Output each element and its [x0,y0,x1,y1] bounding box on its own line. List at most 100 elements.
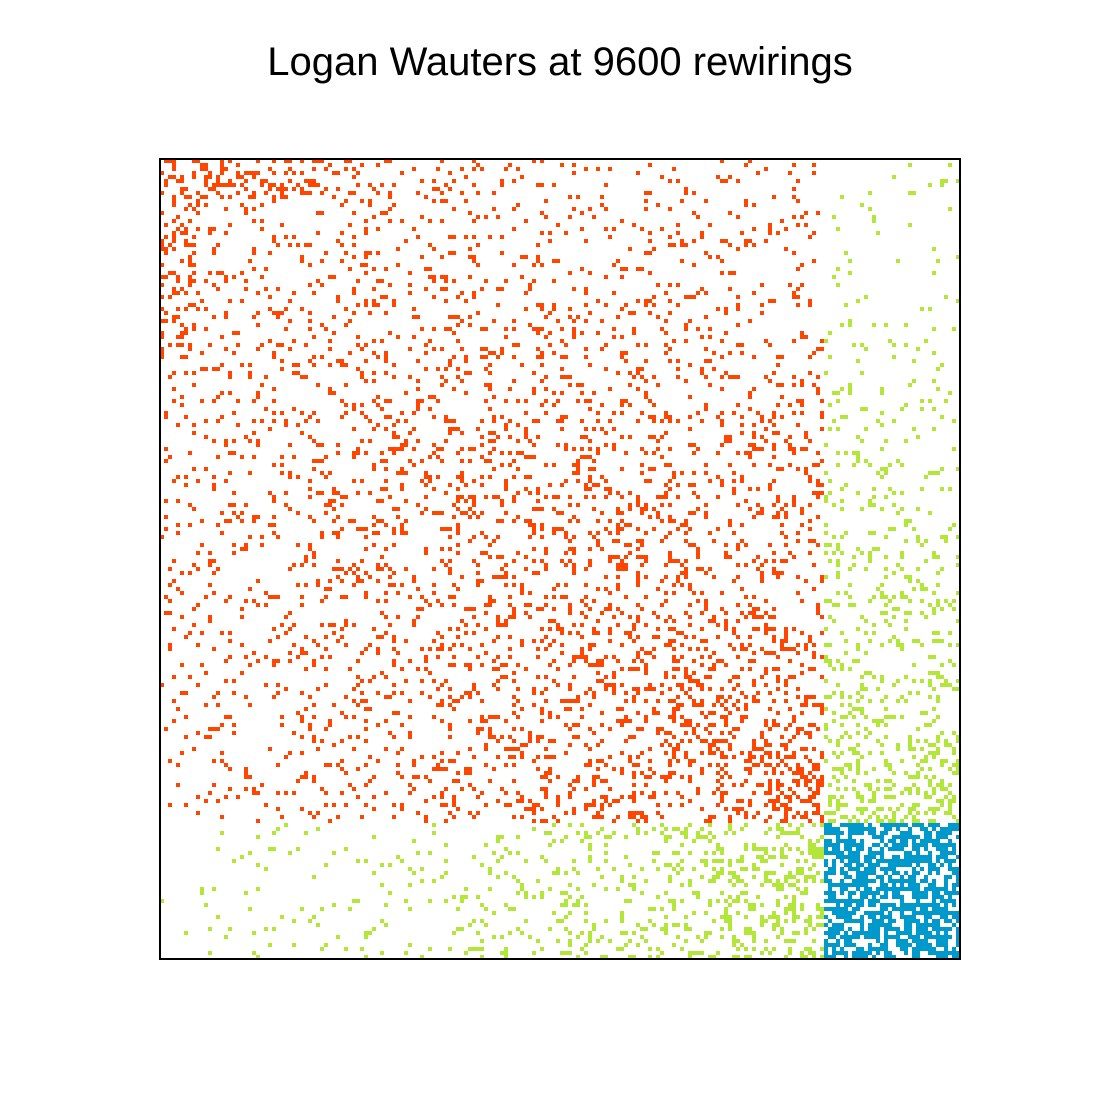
matrix-cell [944,535,948,539]
matrix-cell [732,487,736,491]
matrix-cell [480,455,484,459]
matrix-cell [592,391,596,395]
matrix-cell [352,235,356,239]
matrix-cell [892,879,896,883]
matrix-cell [540,231,544,235]
matrix-cell [764,723,768,727]
matrix-cell [640,647,644,651]
matrix-cell [800,335,804,339]
matrix-cell [240,183,244,187]
matrix-cell [572,571,576,575]
matrix-cell [920,543,924,547]
matrix-cell [836,807,840,811]
matrix-cell [696,647,700,651]
matrix-cell [496,623,500,627]
matrix-cell [884,603,888,607]
matrix-cell [496,555,500,559]
matrix-cell [252,519,256,523]
matrix-cell [776,667,780,671]
matrix-cell [404,531,408,535]
matrix-cell [704,291,708,295]
matrix-cell [616,491,620,495]
matrix-cell [720,375,724,379]
matrix-cell [700,771,704,775]
matrix-cell [224,715,228,719]
matrix-cell [644,879,648,883]
matrix-cell [664,643,668,647]
matrix-cell [672,659,676,663]
matrix-cell [672,827,676,831]
matrix-cell [472,755,476,759]
matrix-cell [840,831,844,835]
matrix-cell [372,835,376,839]
matrix-cell [752,763,756,767]
matrix-cell [488,371,492,375]
matrix-cell [592,215,596,219]
matrix-cell [580,715,584,719]
matrix-cell [736,343,740,347]
matrix-cell [268,339,272,343]
matrix-cell [256,819,260,823]
matrix-cell [800,799,804,803]
matrix-cell [408,347,412,351]
matrix-cell [652,435,656,439]
matrix-cell [820,835,824,839]
matrix-cell [232,503,236,507]
matrix-cell [444,419,448,423]
matrix-cell [600,779,604,783]
matrix-cell [616,315,620,319]
matrix-cell [172,675,176,679]
matrix-cell [760,575,764,579]
matrix-cell [488,431,492,435]
matrix-cell [652,795,656,799]
matrix-cell [640,727,644,731]
matrix-cell [452,427,456,431]
matrix-cell [204,203,208,207]
matrix-cell [800,711,804,715]
matrix-cell [716,763,720,767]
matrix-cell [516,491,520,495]
matrix-cell [928,695,932,699]
matrix-cell [804,431,808,435]
matrix-cell [172,699,176,703]
matrix-cell [872,487,876,491]
matrix-cell [876,719,880,723]
matrix-cell [584,239,588,243]
matrix-cell [344,307,348,311]
matrix-cell [428,243,432,247]
matrix-cell [544,551,548,555]
matrix-cell [796,267,800,271]
matrix-cell [300,159,304,163]
matrix-cell [592,643,596,647]
matrix-cell [424,775,428,779]
matrix-cell [712,619,716,623]
matrix-cell [716,695,720,699]
matrix-cell [412,427,416,431]
matrix-cell [768,299,772,303]
matrix-cell [428,851,432,855]
matrix-cell [348,351,352,355]
matrix-cell [664,839,668,843]
matrix-cell [176,763,180,767]
matrix-cell [440,219,444,223]
matrix-cell [460,643,464,647]
matrix-cell [404,639,408,643]
matrix-cell [704,727,708,731]
matrix-cell [576,631,580,635]
matrix-cell [344,803,348,807]
matrix-cell [808,303,812,307]
matrix-cell [584,291,588,295]
matrix-cell [856,883,860,887]
matrix-cell [860,827,864,831]
matrix-cell [340,495,344,499]
matrix-cell [604,795,608,799]
matrix-cell [444,367,448,371]
matrix-cell [748,799,752,803]
matrix-cell [764,875,768,879]
matrix-cell [936,835,940,839]
matrix-cell [848,711,852,715]
matrix-cell [748,603,752,607]
matrix-cell [224,443,228,447]
matrix-cell [512,227,516,231]
matrix-cell [916,347,920,351]
